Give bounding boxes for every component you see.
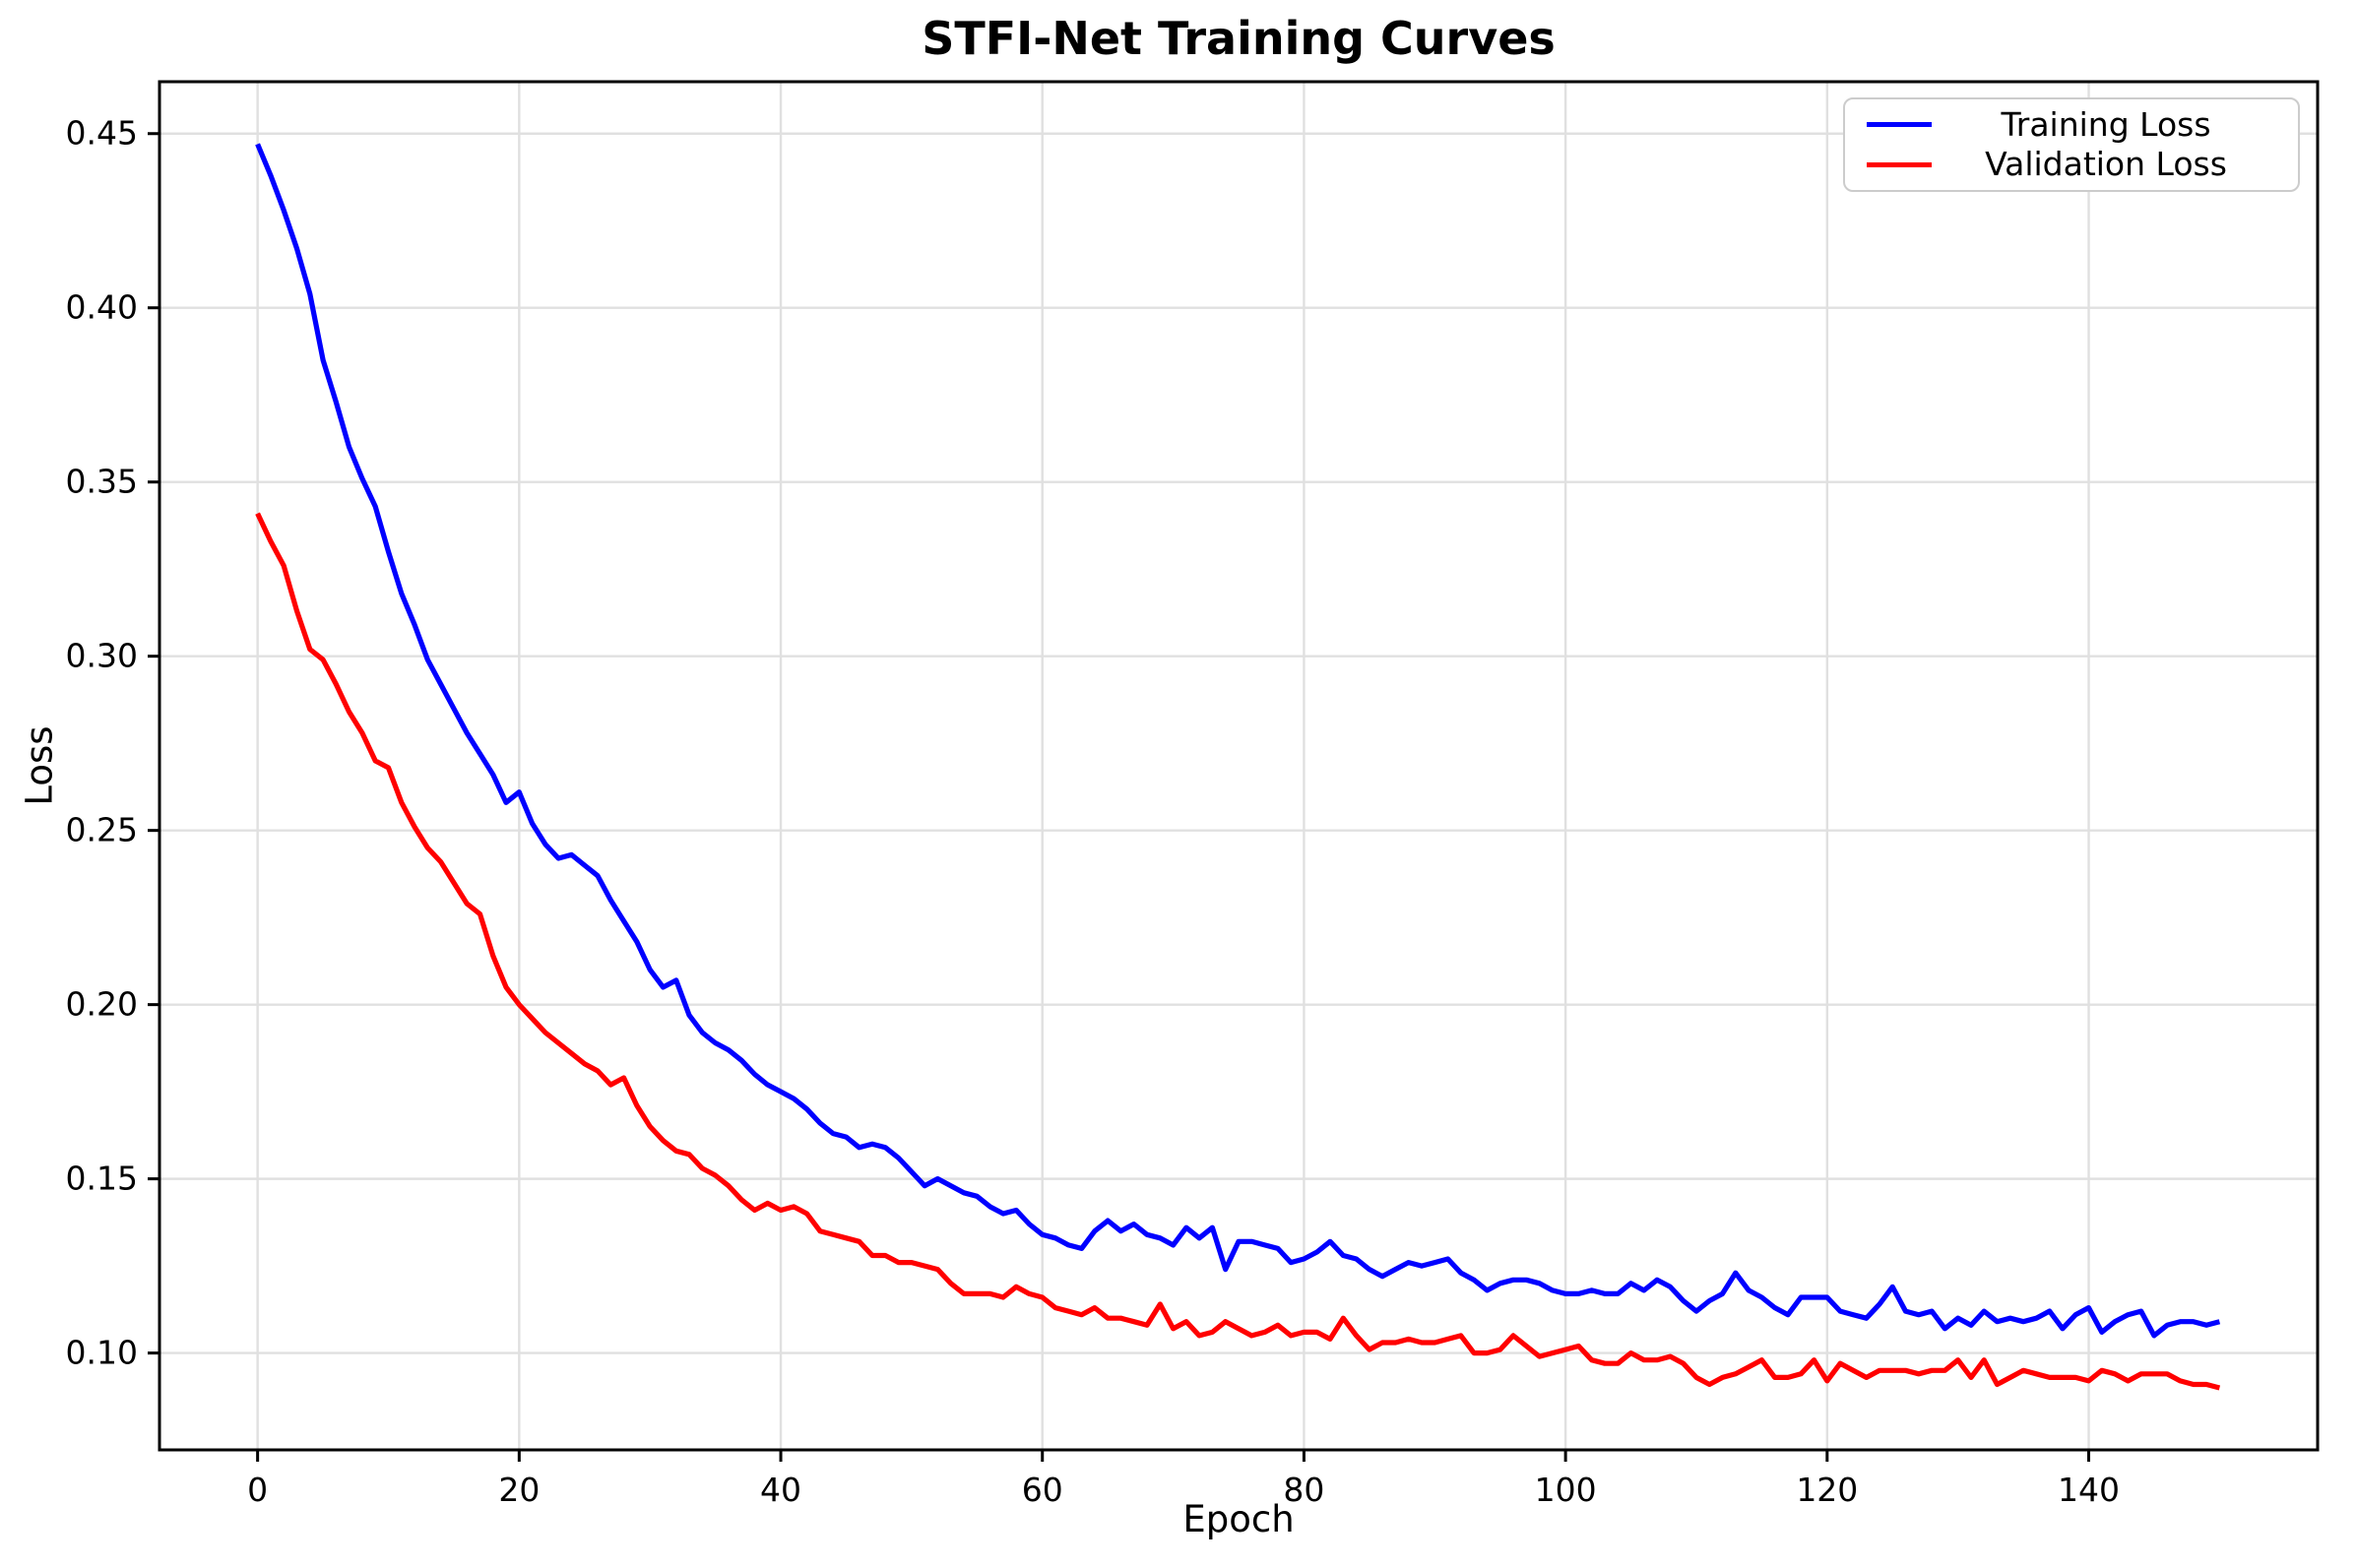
legend-label-validation-loss: Validation Loss bbox=[1985, 144, 2227, 183]
x-tick-label-140: 140 bbox=[2058, 1471, 2120, 1509]
chart-title: STFI-Net Training Curves bbox=[922, 12, 1556, 65]
validation-loss-line-sample bbox=[1867, 161, 1932, 167]
y-tick-label-0.10: 0.10 bbox=[66, 1334, 138, 1372]
y-tick-label-0.45: 0.45 bbox=[66, 114, 138, 153]
y-tick-label-0.25: 0.25 bbox=[66, 811, 138, 849]
x-tick-label-80: 80 bbox=[1283, 1471, 1324, 1509]
y-axis-label: Loss bbox=[18, 725, 61, 806]
x-tick-label-20: 20 bbox=[498, 1471, 540, 1509]
x-tick-label-100: 100 bbox=[1535, 1471, 1597, 1509]
x-axis-label: Epoch bbox=[1182, 1498, 1295, 1540]
y-tick-label-0.40: 0.40 bbox=[66, 288, 138, 327]
x-tick-label-60: 60 bbox=[1022, 1471, 1063, 1509]
x-tick-label-0: 0 bbox=[247, 1471, 268, 1509]
training-loss-line bbox=[255, 143, 2221, 1339]
training-loss-line-sample bbox=[1867, 122, 1932, 128]
legend: Training Loss Validation Loss bbox=[1843, 97, 2300, 192]
y-tick-label-0.20: 0.20 bbox=[66, 985, 138, 1024]
axes-spines bbox=[158, 80, 2320, 1452]
x-tick-label-40: 40 bbox=[760, 1471, 801, 1509]
legend-item-training-loss: Training Loss bbox=[1867, 104, 2280, 144]
x-tick-label-120: 120 bbox=[1796, 1471, 1858, 1509]
legend-label-training-loss: Training Loss bbox=[2001, 104, 2211, 144]
validation-loss-line bbox=[255, 512, 2221, 1391]
y-tick-label-0.35: 0.35 bbox=[66, 463, 138, 501]
y-tick-label-0.30: 0.30 bbox=[66, 637, 138, 675]
y-tick-label-0.15: 0.15 bbox=[66, 1160, 138, 1198]
legend-item-validation-loss: Validation Loss bbox=[1867, 144, 2280, 183]
